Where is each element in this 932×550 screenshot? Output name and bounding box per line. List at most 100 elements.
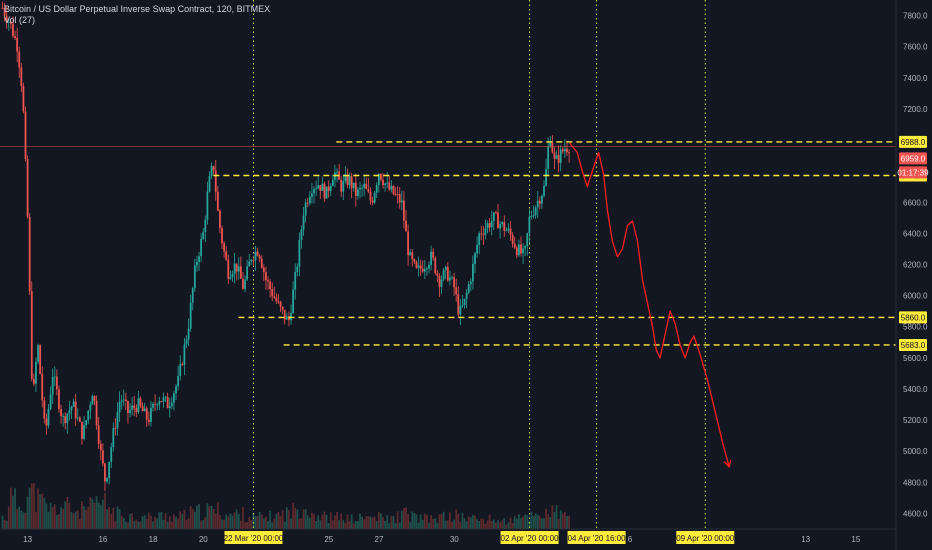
candle-body	[281, 306, 284, 310]
volume-bar	[409, 522, 412, 529]
volume-bar	[417, 522, 420, 529]
volume-bar	[515, 518, 518, 529]
candle-body	[202, 232, 205, 239]
volume-bar	[239, 520, 242, 529]
y-tick-label: 4800.0	[903, 478, 928, 487]
candle-body	[308, 196, 311, 204]
volume-bar	[411, 511, 414, 529]
candle-body	[350, 176, 353, 189]
candle-body	[392, 185, 395, 195]
volume-bar	[206, 503, 209, 529]
candle-body	[465, 292, 468, 299]
candle-body	[285, 316, 288, 320]
candle-body	[413, 259, 416, 262]
candle-body	[273, 296, 276, 298]
volume-bar	[311, 512, 313, 529]
volume-bar	[101, 499, 104, 529]
candle-body	[352, 182, 355, 189]
date-tag[interactable]: 22 Mar '20 00:00	[224, 534, 284, 543]
candle-body	[72, 401, 75, 407]
volume-bar	[5, 520, 8, 529]
volume-indicator-label[interactable]: Vol (27)	[4, 15, 36, 25]
candle-body	[206, 191, 209, 220]
date-tag[interactable]: 04 Apr '20 16:00	[568, 534, 627, 543]
volume-bar	[392, 515, 395, 529]
volume-bar	[298, 518, 301, 529]
volume-bar	[384, 520, 387, 529]
volume-bar	[279, 516, 282, 529]
candle-body	[227, 259, 230, 279]
date-tag[interactable]: 02 Apr '20 00:00	[501, 534, 560, 543]
volume-bar	[501, 520, 504, 529]
volume-bar	[267, 521, 269, 529]
volume-bar	[344, 523, 347, 529]
candle-body	[482, 234, 485, 236]
candle-body	[116, 412, 119, 429]
candle-body	[474, 253, 476, 264]
candle-body	[78, 417, 81, 422]
volume-bar	[177, 518, 180, 529]
candle-body	[522, 248, 524, 254]
date-tag[interactable]: 09 Apr '20 00:00	[676, 534, 735, 543]
candle-body	[93, 396, 96, 401]
candle-body	[256, 251, 259, 256]
candle-body	[175, 386, 177, 394]
candle-body	[442, 270, 445, 280]
candle-body	[143, 408, 146, 412]
volume-bar	[187, 518, 190, 529]
volume-bar	[308, 517, 311, 529]
x-axis[interactable]: 13161820252730A61315	[23, 535, 861, 544]
candle-body	[357, 189, 359, 196]
candle-body	[369, 191, 372, 201]
volume-bar	[336, 511, 338, 529]
candle-body	[135, 408, 138, 413]
candle-body	[423, 268, 426, 272]
volume-bar	[281, 510, 284, 529]
volume-bar	[95, 496, 98, 529]
candle-body	[229, 277, 232, 279]
volume-bar	[183, 509, 186, 529]
volume-bar	[495, 522, 497, 529]
volume-bar	[9, 487, 12, 529]
volume-bar	[557, 519, 560, 529]
candle-body	[162, 397, 165, 402]
volume-bar	[302, 509, 305, 529]
volume-bar	[442, 511, 445, 529]
volume-bar	[16, 508, 19, 529]
symbol-title[interactable]: Bitcoin / US Dollar Perpetual Inverse Sw…	[4, 4, 271, 14]
volume-bar	[74, 511, 77, 529]
candle-body	[265, 272, 267, 281]
candle-body	[490, 221, 493, 228]
candle-body	[367, 188, 370, 192]
volume-bar	[166, 521, 169, 529]
candle-body	[260, 258, 263, 268]
candle-body	[191, 288, 194, 303]
candle-body	[145, 408, 148, 420]
volume-bar	[461, 512, 464, 529]
candle-body	[24, 111, 27, 159]
volume-bar	[436, 523, 439, 529]
volume-bar	[81, 501, 83, 529]
candle-body	[534, 207, 537, 216]
candle-body	[193, 265, 196, 289]
candle-body	[319, 185, 322, 191]
volume-bar	[306, 515, 309, 529]
volume-bar	[359, 513, 361, 529]
candle-body	[45, 418, 48, 426]
volume-bar	[555, 504, 558, 529]
volume-bar	[32, 482, 35, 529]
candle-body	[377, 174, 380, 186]
volume-bar	[152, 521, 154, 529]
volume-bar	[145, 518, 148, 529]
candle-body	[198, 256, 200, 262]
volume-bar	[118, 509, 121, 529]
candle-body	[457, 294, 460, 315]
projection-path	[569, 142, 732, 469]
candle-body	[208, 176, 211, 192]
volume-bar	[520, 518, 522, 529]
candle-body	[334, 172, 336, 180]
x-tick-label: 25	[324, 535, 333, 544]
projection-line[interactable]	[569, 142, 730, 467]
volume-bar	[164, 512, 167, 529]
y-tick-label: 5800.0	[903, 323, 928, 332]
